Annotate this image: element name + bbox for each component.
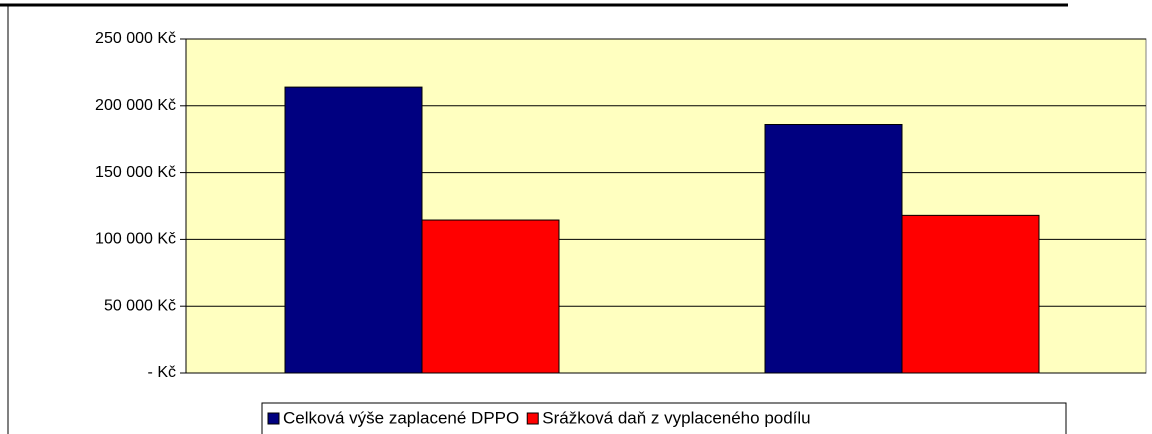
legend-swatch bbox=[267, 412, 280, 425]
y-tick-label: 250 000 Kč bbox=[95, 30, 176, 47]
legend-label: Srážková daň z vyplaceného podílu bbox=[542, 408, 810, 427]
bar bbox=[901, 214, 1040, 374]
bar bbox=[421, 219, 560, 374]
y-tick-label: 150 000 Kč bbox=[95, 164, 176, 181]
y-tick-label: 100 000 Kč bbox=[95, 231, 176, 248]
bar bbox=[764, 124, 903, 374]
legend-swatch bbox=[526, 412, 539, 425]
y-tick-label: - Kč bbox=[148, 364, 176, 381]
legend-box bbox=[261, 402, 1067, 434]
legend-label: Celková výše zaplacené DPPO bbox=[283, 408, 519, 427]
y-tick-label: 50 000 Kč bbox=[104, 297, 176, 314]
bar bbox=[284, 86, 423, 374]
y-tick-label: 200 000 Kč bbox=[95, 97, 176, 114]
